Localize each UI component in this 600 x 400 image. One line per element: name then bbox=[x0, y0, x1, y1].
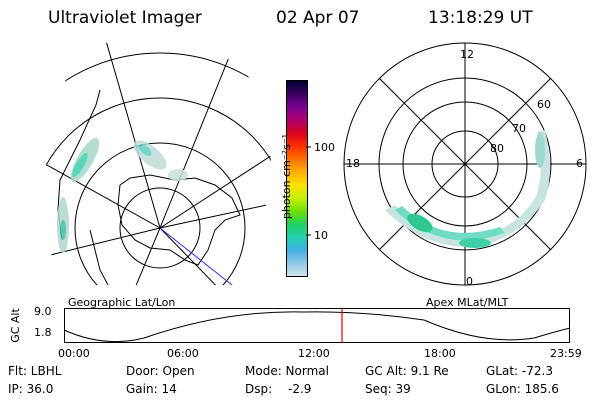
time-label: 13:18:29 UT bbox=[428, 8, 533, 28]
mlt-label-18: 18 bbox=[346, 157, 360, 170]
seq-readout: Seq: 39 bbox=[365, 382, 411, 396]
glon-readout: GLon: 185.6 bbox=[486, 382, 559, 396]
apex-panel-label: Apex MLat/MLT bbox=[426, 296, 509, 309]
geographic-map bbox=[45, 35, 272, 286]
orbit-ytick-1-8: 1.8 bbox=[34, 326, 52, 339]
mlt-label-0: 0 bbox=[466, 275, 473, 288]
orbit-xtick-2359: 23:59 bbox=[550, 347, 582, 360]
colorbar-tick-10: 10 bbox=[314, 229, 328, 242]
door-readout: Door: Open bbox=[126, 364, 195, 378]
apex-polar-plot bbox=[343, 42, 587, 286]
orbit-ylabel: GC Alt bbox=[8, 308, 22, 343]
colorbar bbox=[286, 80, 308, 277]
date-label: 02 Apr 07 bbox=[276, 8, 360, 28]
ip-readout: IP: 36.0 bbox=[8, 382, 54, 396]
colorbar-tick-100: 100 bbox=[314, 141, 335, 154]
mlt-label-12: 12 bbox=[460, 48, 474, 61]
orbit-altitude-plot bbox=[63, 308, 571, 343]
lat-label-70: 70 bbox=[512, 122, 526, 135]
orbit-ytick-9: 9.0 bbox=[34, 305, 52, 318]
dsp-readout-label: Dsp: bbox=[245, 382, 273, 396]
mode-readout: Mode: Normal bbox=[245, 364, 329, 378]
gain-readout: Gain: 14 bbox=[126, 382, 177, 396]
gc-alt-readout: GC Alt: 9.1 Re bbox=[365, 364, 449, 378]
lat-label-80: 80 bbox=[490, 142, 504, 155]
colorbar-ticks bbox=[306, 146, 311, 236]
instrument-title: Ultraviolet Imager bbox=[48, 8, 202, 28]
filter-readout: Flt: LBHL bbox=[8, 364, 62, 378]
geo-panel-label: Geographic Lat/Lon bbox=[68, 296, 176, 309]
orbit-xtick-0600: 06:00 bbox=[167, 347, 199, 360]
colorbar-unit-label: photon cm⁻²s⁻¹ bbox=[280, 133, 294, 220]
orbit-xtick-0000: 00:00 bbox=[58, 347, 90, 360]
orbit-xtick-1800: 18:00 bbox=[424, 347, 456, 360]
dsp-readout-value: -2.9 bbox=[288, 382, 312, 396]
glat-readout: GLat: -72.3 bbox=[486, 364, 553, 378]
lat-label-60: 60 bbox=[537, 98, 551, 111]
mlt-label-6: 6 bbox=[576, 157, 583, 170]
orbit-xtick-1200: 12:00 bbox=[298, 347, 330, 360]
